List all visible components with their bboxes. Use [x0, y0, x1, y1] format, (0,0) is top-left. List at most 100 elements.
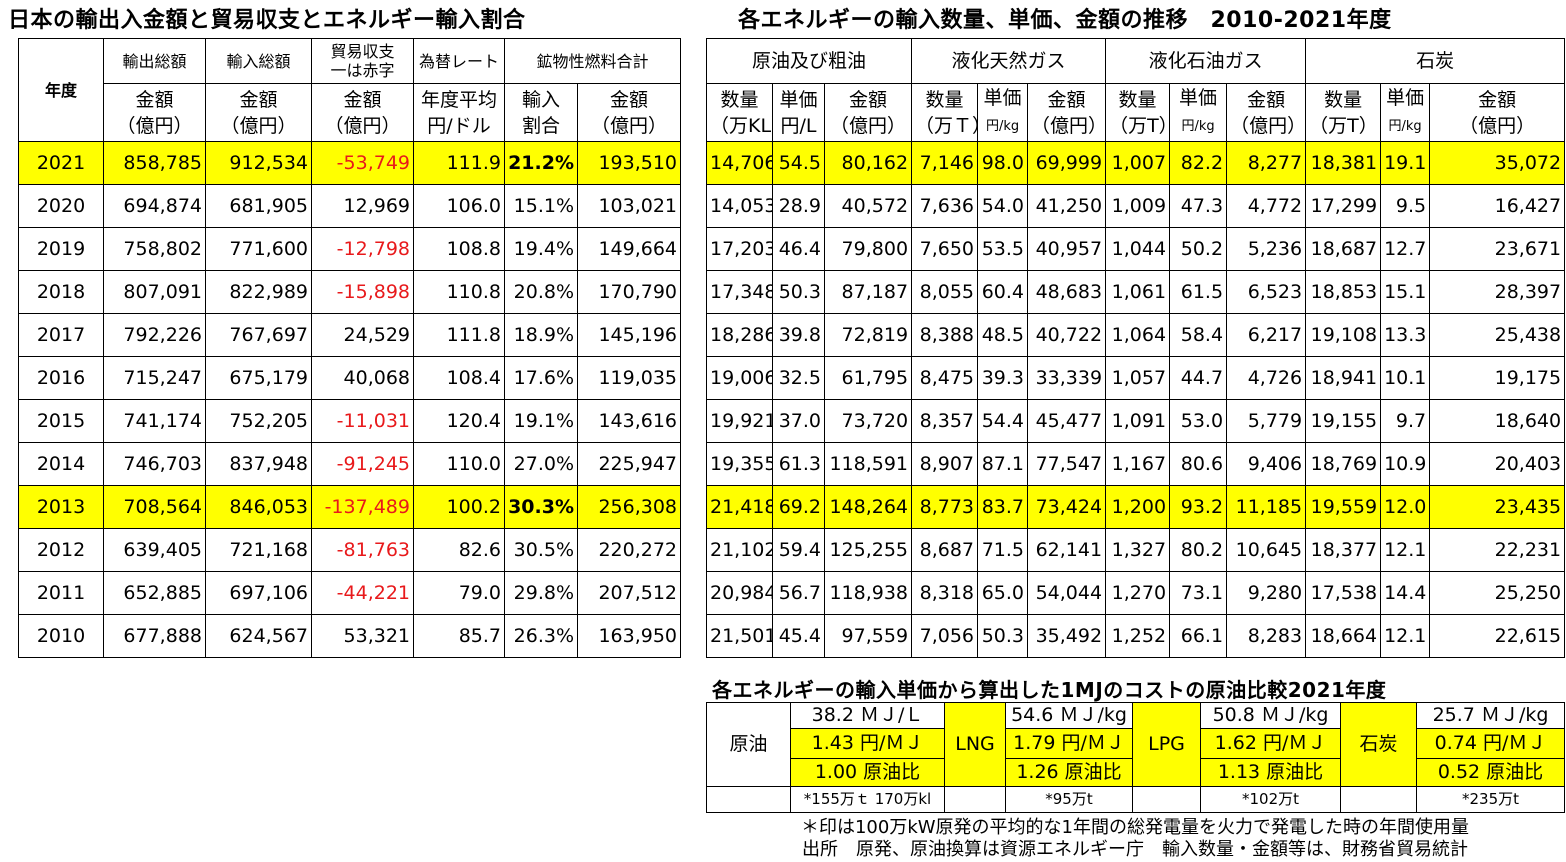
usage-note: *155万ｔ 170万kl — [790, 786, 945, 813]
fuel-cell: 170,790 — [576, 270, 682, 314]
column-header: 鉱物性燃料合計 — [503, 38, 682, 84]
data-cell: 61,795 — [823, 356, 913, 400]
mj-cost: 0.74 円/ＭＪ — [1416, 728, 1565, 759]
sub-header: 金額 （億円） — [205, 83, 312, 142]
data-cell: 11,185 — [1226, 485, 1307, 529]
sub-header: 単価 円/kg — [977, 83, 1029, 142]
usage-note: *95万t — [1005, 786, 1133, 813]
data-cell: 56.7 — [772, 571, 825, 615]
table-row: 21,418 69.2 148,264 8,773 83.7 73,424 1,200 93.… — [706, 485, 1566, 529]
data-cell: 1,044 — [1105, 227, 1171, 271]
data-cell: 1,270 — [1105, 571, 1171, 615]
data-cell: 125,255 — [823, 528, 913, 572]
import-cell: 752,205 — [205, 399, 312, 443]
sub-header: 輸入 割合 — [504, 83, 578, 142]
data-cell: 73,720 — [823, 399, 913, 443]
source-note: 出所 原発、原油換算は資源エネルギー庁 輸入数量・金額等は、財務省貿易統計 — [802, 839, 1468, 860]
ratio-cell: 27.0% — [504, 442, 578, 486]
data-cell: 19,559 — [1305, 485, 1382, 529]
balance-cell: -53,749 — [311, 141, 414, 185]
year-cell: 2017 — [18, 313, 104, 357]
data-cell: 83.7 — [977, 485, 1029, 529]
energy-density: 38.2 ＭＪ/Ｌ — [790, 702, 945, 729]
balance-cell: 53,321 — [311, 614, 414, 658]
data-cell: 18,664 — [1305, 614, 1382, 658]
data-cell: 87,187 — [823, 270, 913, 314]
import-cell: 681,905 — [205, 184, 312, 228]
rate-cell: 108.8 — [413, 227, 505, 271]
data-cell: 39.8 — [772, 313, 825, 357]
import-cell: 697,106 — [205, 571, 312, 615]
table-row: 2018 807,091 822,989 -15,898 110.8 20.8% 170,7… — [18, 270, 682, 314]
balance-cell: -11,031 — [311, 399, 414, 443]
data-cell: 61.5 — [1169, 270, 1228, 314]
ratio-cell: 19.4% — [504, 227, 578, 271]
sub-header: 単価 円/L — [772, 83, 825, 142]
data-cell: 7,636 — [911, 184, 979, 228]
data-cell: 23,671 — [1429, 227, 1566, 271]
data-cell: 45.4 — [772, 614, 825, 658]
mj-cost-table: 原油 38.2 ＭＪ/Ｌ LNG 54.6 ＭＪ/kg LPG 50.8 ＭＪ/kg 石炭 2… — [706, 702, 1565, 813]
import-cell: 837,948 — [205, 442, 312, 486]
data-cell: 18,941 — [1305, 356, 1382, 400]
sub-header: 金額 （億円） — [311, 83, 414, 142]
data-cell: 1,057 — [1105, 356, 1171, 400]
data-cell: 50.3 — [772, 270, 825, 314]
data-cell: 80.2 — [1169, 528, 1228, 572]
ratio-cell: 18.9% — [504, 313, 578, 357]
table-row: 2012 639,405 721,168 -81,763 82.6 30.5% 220,27… — [18, 528, 682, 572]
ratio-cell: 19.1% — [504, 399, 578, 443]
data-cell: 8,907 — [911, 442, 979, 486]
group-header: 石炭 — [1305, 38, 1566, 84]
data-cell: 12.1 — [1380, 614, 1431, 658]
data-cell: 1,327 — [1105, 528, 1171, 572]
table-row: 21,102 59.4 125,255 8,687 71.5 62,141 1,327 80.… — [706, 528, 1566, 572]
table-row: 2016 715,247 675,179 40,068 108.4 17.6% 119,03… — [18, 356, 682, 400]
data-cell: 69.2 — [772, 485, 825, 529]
export-cell: 758,802 — [103, 227, 206, 271]
ratio-cell: 26.3% — [504, 614, 578, 658]
data-cell: 12.1 — [1380, 528, 1431, 572]
data-cell: 87.1 — [977, 442, 1029, 486]
mj-cost: 1.79 円/ＭＪ — [1005, 728, 1133, 759]
data-cell: 17,299 — [1305, 184, 1382, 228]
year-cell: 2016 — [18, 356, 104, 400]
export-cell: 746,703 — [103, 442, 206, 486]
export-cell: 694,874 — [103, 184, 206, 228]
data-cell: 18,286 — [706, 313, 773, 357]
import-cell: 912,534 — [205, 141, 312, 185]
data-cell: 19,921 — [706, 399, 773, 443]
data-cell: 93.2 — [1169, 485, 1228, 529]
data-cell: 58.4 — [1169, 313, 1228, 357]
fuel-cell: 149,664 — [576, 227, 682, 271]
data-cell: 73.1 — [1169, 571, 1228, 615]
data-cell: 53.5 — [977, 227, 1029, 271]
data-cell: 19.1 — [1380, 141, 1431, 185]
table-row: 2013 708,564 846,053 -137,489 100.2 30.3% 256,… — [18, 485, 682, 529]
ratio-cell: 20.8% — [504, 270, 578, 314]
energy-import-table: 原油及び粗油液化天然ガス液化石油ガス石炭数量（万KL）単価円/L金額（億円）数量… — [705, 38, 1566, 658]
balance-cell: -12,798 — [311, 227, 414, 271]
table-row: 2014 746,703 837,948 -91,245 110.0 27.0% 225,9… — [18, 442, 682, 486]
data-cell: 20,984 — [706, 571, 773, 615]
rate-cell: 100.2 — [413, 485, 505, 529]
data-cell: 48,683 — [1027, 270, 1107, 314]
trade-table: 年度 輸出総額 輸入総額 貿易収支 一は赤字 為替レート 鉱物性燃料合計 金額 （億円） 金額 （億… — [18, 38, 682, 658]
blank-cell — [1132, 786, 1201, 813]
data-cell: 5,236 — [1226, 227, 1307, 271]
data-cell: 17,348 — [706, 270, 773, 314]
data-cell: 35,492 — [1027, 614, 1107, 658]
data-cell: 77,547 — [1027, 442, 1107, 486]
rate-cell: 111.9 — [413, 141, 505, 185]
data-cell: 1,064 — [1105, 313, 1171, 357]
crude-ratio: 1.13 原油比 — [1200, 758, 1341, 787]
data-cell: 19,108 — [1305, 313, 1382, 357]
data-cell: 12.0 — [1380, 485, 1431, 529]
sub-header: 数量（万Ｔ） — [911, 83, 979, 142]
data-cell: 18,853 — [1305, 270, 1382, 314]
sub-header: 単価 円/kg — [1169, 83, 1228, 142]
fuel-cell: 143,616 — [576, 399, 682, 443]
data-cell: 73,424 — [1027, 485, 1107, 529]
data-cell: 17,538 — [1305, 571, 1382, 615]
data-cell: 44.7 — [1169, 356, 1228, 400]
